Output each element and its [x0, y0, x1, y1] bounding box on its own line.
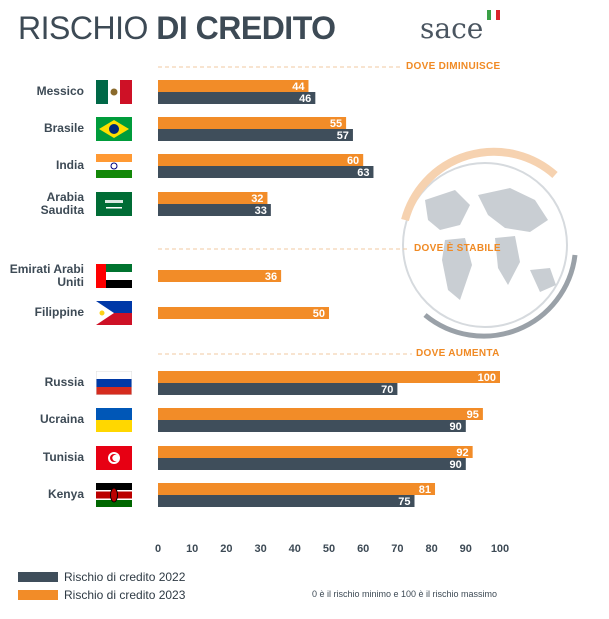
legend-swatch-2023	[18, 590, 58, 600]
data-label-2023: 44	[292, 81, 305, 93]
brazil-flag-icon	[96, 117, 132, 141]
ukraine-flag-icon	[96, 408, 132, 432]
x-tick-label: 40	[289, 543, 301, 555]
data-label-2022: 75	[398, 496, 410, 508]
x-tick-label: 70	[391, 543, 403, 555]
data-label-2023: 92	[456, 447, 468, 459]
data-label-2023: 55	[330, 118, 342, 130]
data-label-2023: 100	[478, 372, 496, 384]
x-tick-label: 0	[155, 543, 161, 555]
data-label-2023: 36	[265, 271, 277, 283]
x-tick-label: 50	[323, 543, 335, 555]
country-label: Ucraina	[39, 412, 84, 426]
bar-2023	[158, 192, 268, 204]
x-tick-label: 100	[491, 543, 509, 555]
x-tick-label: 60	[357, 543, 369, 555]
country-label: Russia	[44, 375, 84, 389]
bar-2023	[158, 270, 282, 282]
legend-label-2022: Rischio di credito 2022	[64, 570, 186, 584]
flag-stripe	[491, 10, 496, 20]
page-title: RISCHIO DI CREDITO	[18, 10, 336, 47]
country-label: Tunisia	[42, 450, 84, 464]
country-label: Messico	[36, 84, 84, 98]
country-label: Emirati Arabi Uniti	[9, 262, 84, 289]
title-light: RISCHIO	[18, 10, 148, 46]
bar-2023	[158, 80, 309, 92]
data-label-2022: 57	[337, 130, 349, 142]
mexico-flag-icon	[96, 80, 132, 104]
country-label: Arabia Saudita	[40, 190, 84, 217]
bar-2022	[158, 420, 466, 432]
country-label: Filippine	[34, 305, 84, 319]
legend-swatch-2022	[18, 572, 58, 582]
scale-note: 0 è il rischio minimo e 100 è il rischio…	[312, 589, 498, 599]
bar-2022	[158, 383, 398, 395]
data-label-2022: 70	[381, 384, 393, 396]
legend-item-2022: Rischio di credito 2022	[18, 570, 185, 584]
flag-stripe	[487, 10, 492, 20]
sace-logo: sace	[420, 12, 483, 45]
data-label-2023: 81	[419, 484, 431, 496]
bar-2023	[158, 154, 364, 166]
section-label-increasing: DOVE AUMENTA	[416, 348, 500, 359]
data-label-2023: 95	[467, 409, 479, 421]
italy-flag-icon	[487, 10, 500, 20]
bar-2023	[158, 446, 473, 458]
philippines-flag-icon	[96, 301, 132, 325]
data-label-2022: 90	[450, 421, 462, 433]
bar-2022	[158, 495, 415, 507]
data-label-2023: 32	[251, 193, 263, 205]
data-label-2023: 60	[347, 155, 359, 167]
country-label: Brasile	[43, 121, 84, 135]
legend-label-2023: Rischio di credito 2023	[64, 588, 186, 602]
bar-2022	[158, 458, 466, 470]
title-bold: DI CREDITO	[156, 10, 336, 46]
kenya-flag-icon	[96, 483, 132, 507]
data-label-2022: 46	[299, 93, 311, 105]
data-label-2023: 50	[313, 308, 325, 320]
bar-2022	[158, 92, 316, 104]
data-label-2022: 63	[357, 167, 369, 179]
legend-item-2023: Rischio di credito 2023	[18, 588, 185, 602]
x-tick-label: 80	[425, 543, 437, 555]
section-label-stable: DOVE È STABILE	[414, 243, 501, 254]
bar-2023	[158, 483, 436, 495]
x-tick-label: 30	[254, 543, 266, 555]
bar-2023	[158, 408, 483, 420]
data-label-2022: 33	[255, 205, 267, 217]
bar-2022	[158, 204, 271, 216]
x-tick-label: 10	[186, 543, 198, 555]
bar-2023	[158, 371, 500, 383]
tunisia-flag-icon	[96, 446, 132, 470]
flag-stripe	[495, 10, 500, 20]
country-label: Kenya	[47, 487, 84, 501]
uae-flag-icon	[96, 264, 132, 288]
section-label-decreasing: DOVE DIMINUISCE	[406, 61, 501, 72]
country-label: India	[55, 158, 84, 172]
saudi-arabia-flag-icon	[96, 192, 132, 216]
bar-2023	[158, 117, 347, 129]
x-tick-label: 90	[460, 543, 472, 555]
x-tick-label: 20	[220, 543, 232, 555]
data-label-2022: 90	[450, 459, 462, 471]
bar-2023	[158, 307, 329, 319]
logo-text: sace	[420, 12, 484, 45]
bar-2022	[158, 166, 374, 178]
russia-flag-icon	[96, 371, 132, 395]
bar-2022	[158, 129, 353, 141]
india-flag-icon	[96, 154, 132, 178]
